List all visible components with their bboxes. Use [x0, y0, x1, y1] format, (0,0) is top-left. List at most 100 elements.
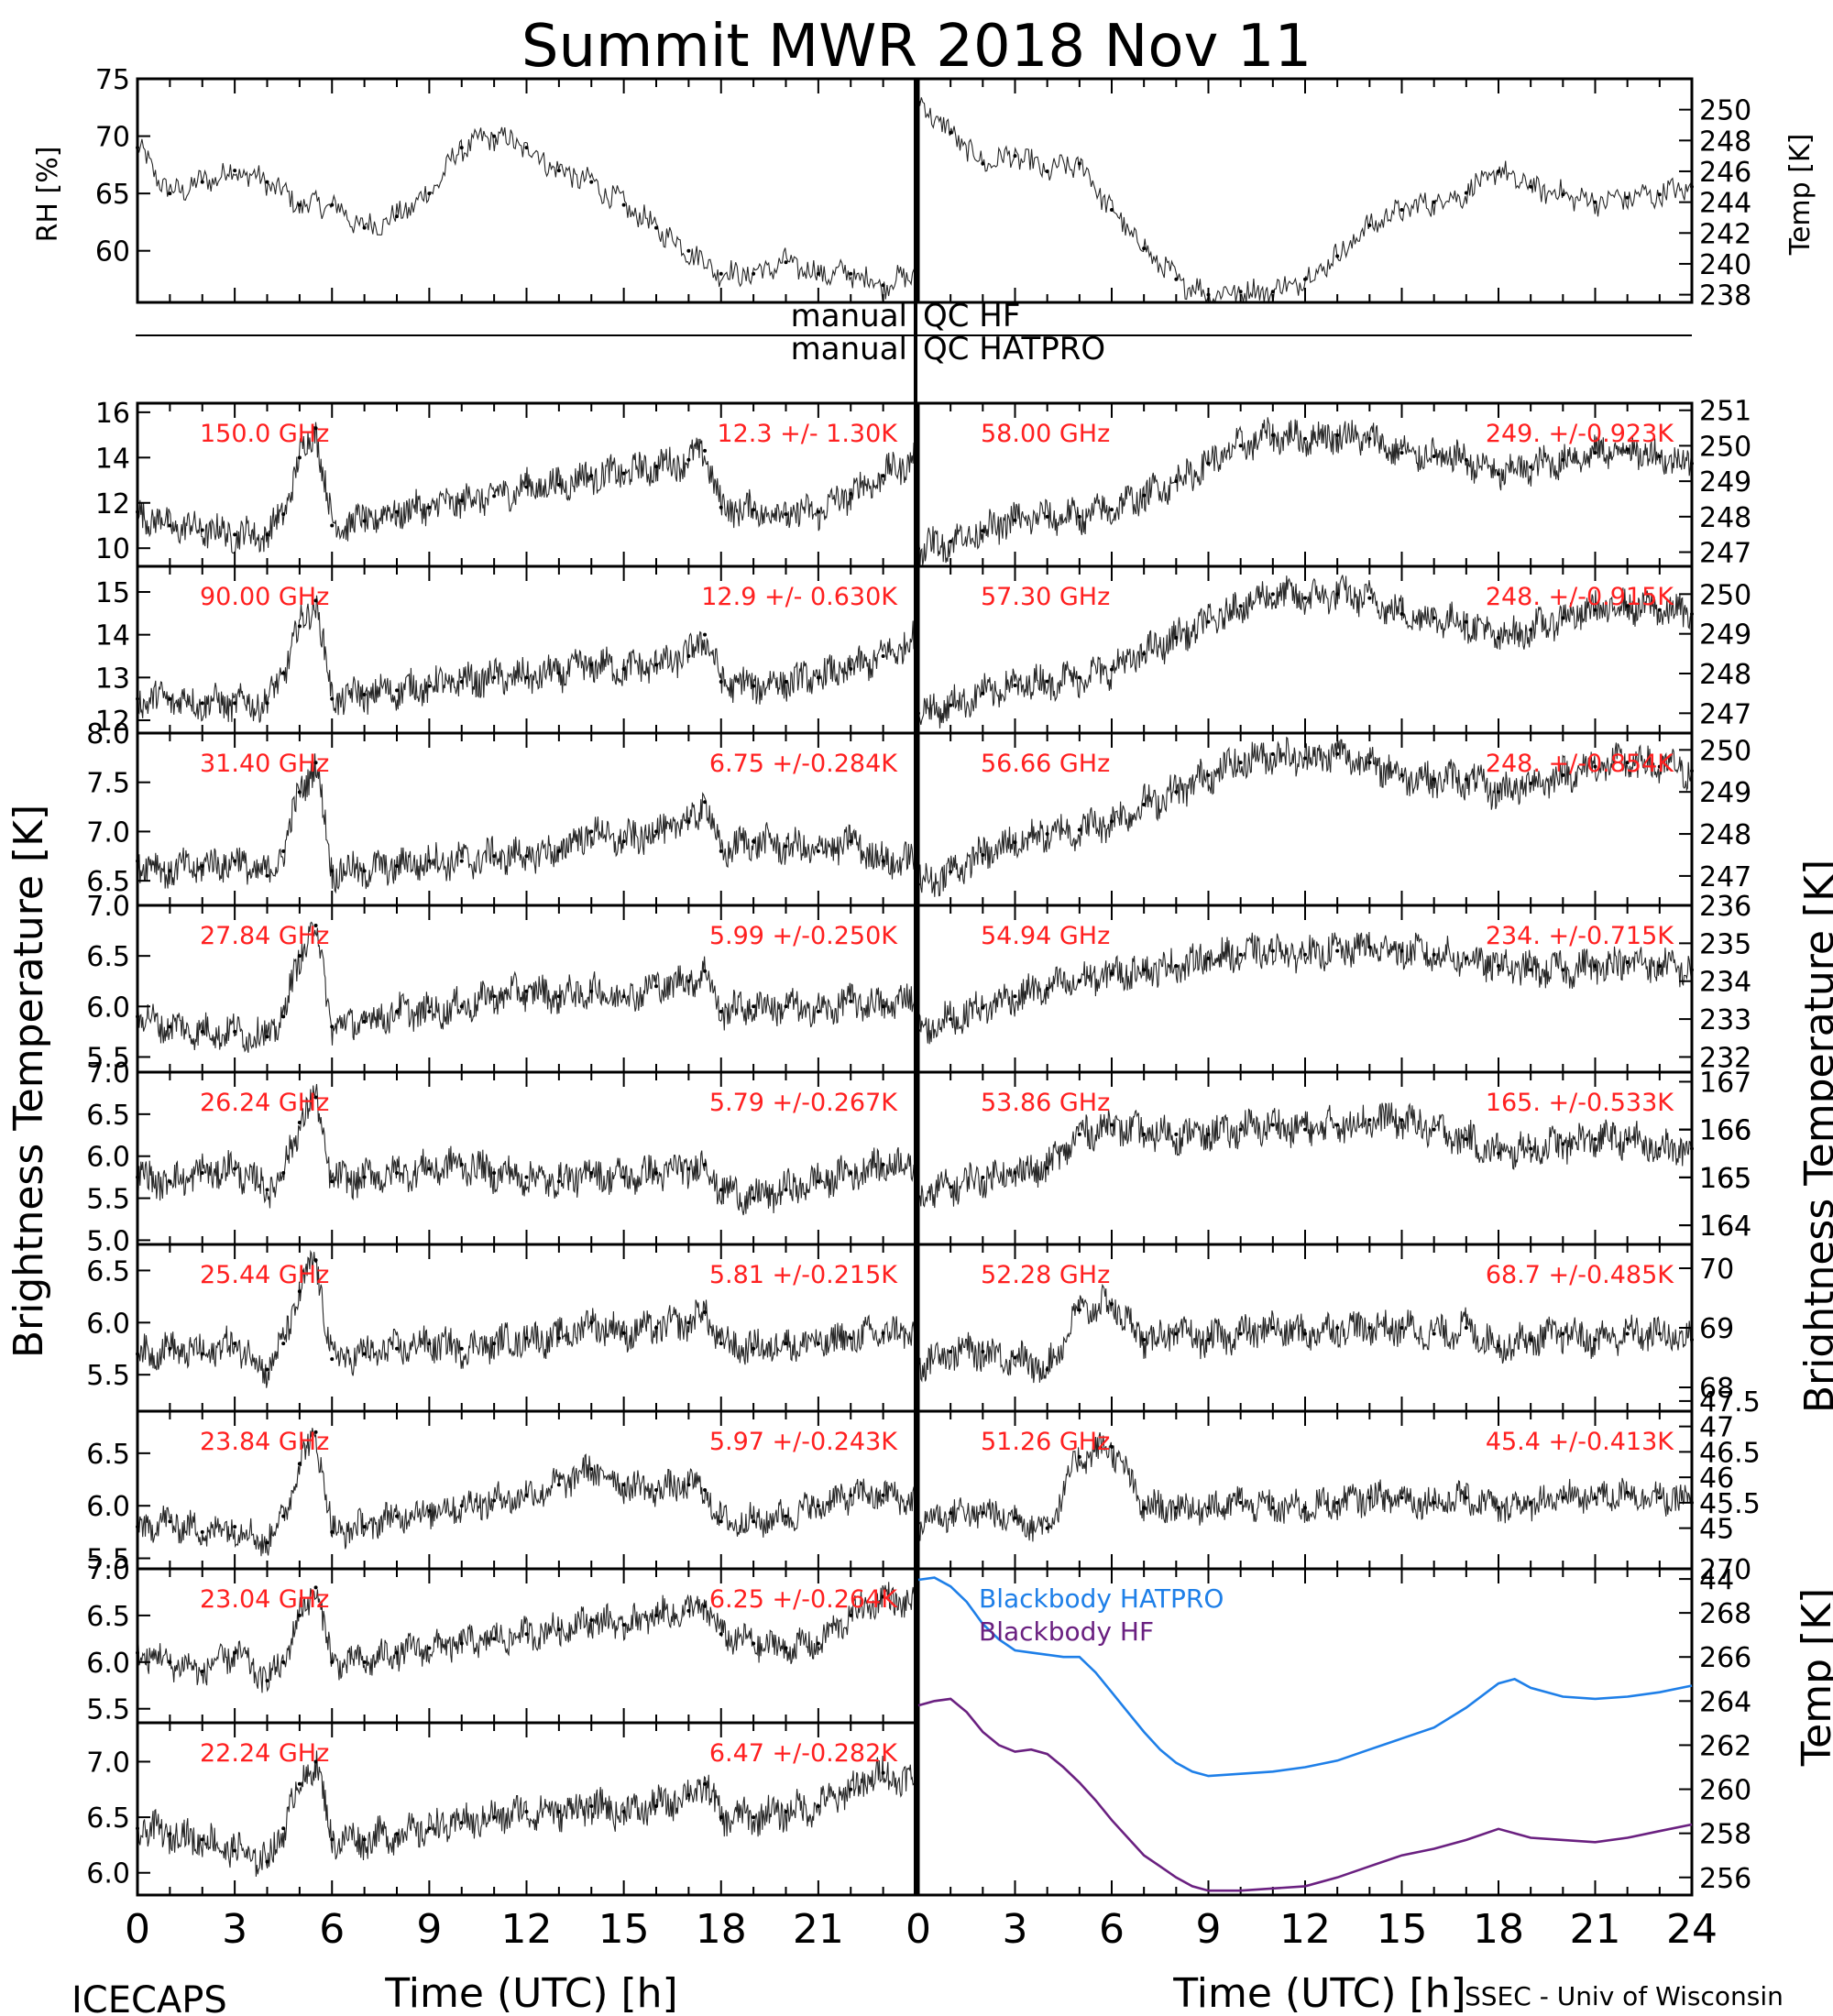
- y-tick-label: 246: [1699, 157, 1751, 189]
- data-point: [297, 790, 302, 794]
- data-point: [362, 1352, 367, 1356]
- y-tick-label: 249: [1699, 619, 1751, 652]
- y-tick-label: 70: [95, 122, 130, 154]
- channel-label: 23.84 GHz: [200, 1428, 329, 1456]
- x-tick-label: 15: [598, 1906, 650, 1953]
- y-tick-label: 166: [1699, 1115, 1751, 1147]
- data-point: [200, 1529, 204, 1534]
- data-point: [136, 1352, 139, 1356]
- data-point: [949, 1350, 953, 1353]
- channel-stat: 248. +/-0.854K: [1486, 750, 1674, 778]
- data-point: [1270, 592, 1275, 597]
- data-point: [492, 675, 497, 680]
- data-point: [1432, 777, 1436, 782]
- data-point: [1497, 169, 1500, 173]
- right-x-axis-label: Time (UTC) [h]: [1172, 1970, 1465, 2016]
- data-point: [881, 1162, 885, 1167]
- data-point: [1206, 772, 1211, 777]
- panel-7: 5.5 6.0 6.5 25.44 GHz 5.81 +/-0.215K: [86, 1243, 917, 1413]
- data-point: [1013, 518, 1017, 522]
- y-tick-label: 250: [1699, 579, 1751, 611]
- y-tick-label: 248: [1699, 126, 1751, 158]
- y-tick-label: 45: [1699, 1514, 1734, 1546]
- y-tick-label: 69: [1699, 1313, 1734, 1345]
- data-point: [459, 1821, 464, 1825]
- y-tick-label: 7.5: [86, 768, 130, 800]
- y-tick-label: 5.5: [86, 1694, 130, 1726]
- data-point: [784, 1342, 788, 1346]
- data-point: [1110, 1123, 1114, 1127]
- data-point: [1657, 1146, 1662, 1151]
- data-point: [459, 859, 464, 863]
- data-point: [556, 483, 561, 487]
- data-point: [492, 1171, 497, 1176]
- qc-hatpro-label-b: QC HATPRO: [923, 331, 1105, 367]
- data-point: [1013, 994, 1017, 999]
- data-point: [1045, 987, 1049, 991]
- data-point: [816, 509, 820, 514]
- y-tick-label: 14: [95, 443, 130, 475]
- data-point: [981, 852, 985, 857]
- data-point: [1077, 161, 1081, 166]
- data-point: [1367, 596, 1372, 600]
- data-point: [1690, 612, 1694, 616]
- data-point: [330, 1024, 335, 1029]
- data-point: [1142, 1132, 1147, 1136]
- data-point: [1270, 948, 1275, 953]
- x-tick-label: 18: [696, 1906, 747, 1953]
- y-tick-label: 7.0: [86, 1747, 130, 1779]
- data-point: [981, 1005, 985, 1010]
- data-point: [703, 800, 708, 805]
- channel-stat: 68.7 +/-0.485K: [1486, 1261, 1674, 1289]
- data-point: [949, 539, 953, 543]
- data-point: [949, 1185, 953, 1189]
- data-point: [281, 1014, 286, 1019]
- y-tick-label: 247: [1699, 538, 1751, 570]
- data-point: [1045, 832, 1049, 837]
- left-x-axis-label: Time (UTC) [h]: [384, 1970, 677, 2016]
- channel-stat: 6.75 +/-0.284K: [709, 750, 898, 778]
- data-point: [362, 1660, 367, 1664]
- data-point: [200, 528, 204, 532]
- data-point: [362, 1525, 367, 1529]
- data-point: [1497, 472, 1500, 477]
- data-point: [1529, 1146, 1533, 1151]
- y-tick-label: 167: [1699, 1067, 1751, 1099]
- y-tick-label: 238: [1699, 280, 1751, 312]
- y-tick-label: 60: [95, 236, 130, 268]
- data-point: [1432, 200, 1436, 204]
- data-point: [1045, 679, 1049, 684]
- data-point: [1625, 960, 1630, 965]
- data-point: [265, 1188, 269, 1192]
- y-tick-label: 47.5: [1699, 1386, 1761, 1419]
- data-point: [1399, 1118, 1404, 1123]
- data-point: [1657, 1496, 1662, 1500]
- data-point: [1399, 208, 1404, 213]
- x-tick-label: 6: [319, 1906, 345, 1953]
- data-point: [1238, 1331, 1243, 1336]
- data-point: [752, 1815, 756, 1820]
- data-point: [1657, 192, 1662, 197]
- data-point: [621, 1810, 626, 1814]
- panel-16: 68 69 70 52.28 GHz 68.7 +/-0.485K: [916, 1243, 1734, 1413]
- y-tick-label: 46.5: [1699, 1437, 1761, 1469]
- data-point: [1657, 964, 1662, 969]
- data-point: [330, 1837, 335, 1842]
- data-point: [1561, 968, 1565, 972]
- y-tick-label: 8.0: [86, 718, 130, 751]
- data-point: [686, 1483, 691, 1487]
- data-point: [849, 271, 853, 276]
- y-tick-label: 166: [1699, 1115, 1751, 1147]
- data-point: [1593, 451, 1597, 455]
- data-point: [1303, 1127, 1307, 1132]
- data-point: [265, 1859, 269, 1864]
- y-tick-label: 70: [1699, 1254, 1734, 1286]
- data-point: [297, 455, 302, 460]
- data-point: [719, 1519, 723, 1524]
- data-point: [589, 829, 594, 834]
- data-point: [654, 1171, 658, 1176]
- data-point: [1110, 819, 1114, 824]
- x-tick-label: 9: [416, 1906, 442, 1953]
- data-point: [1464, 1496, 1468, 1500]
